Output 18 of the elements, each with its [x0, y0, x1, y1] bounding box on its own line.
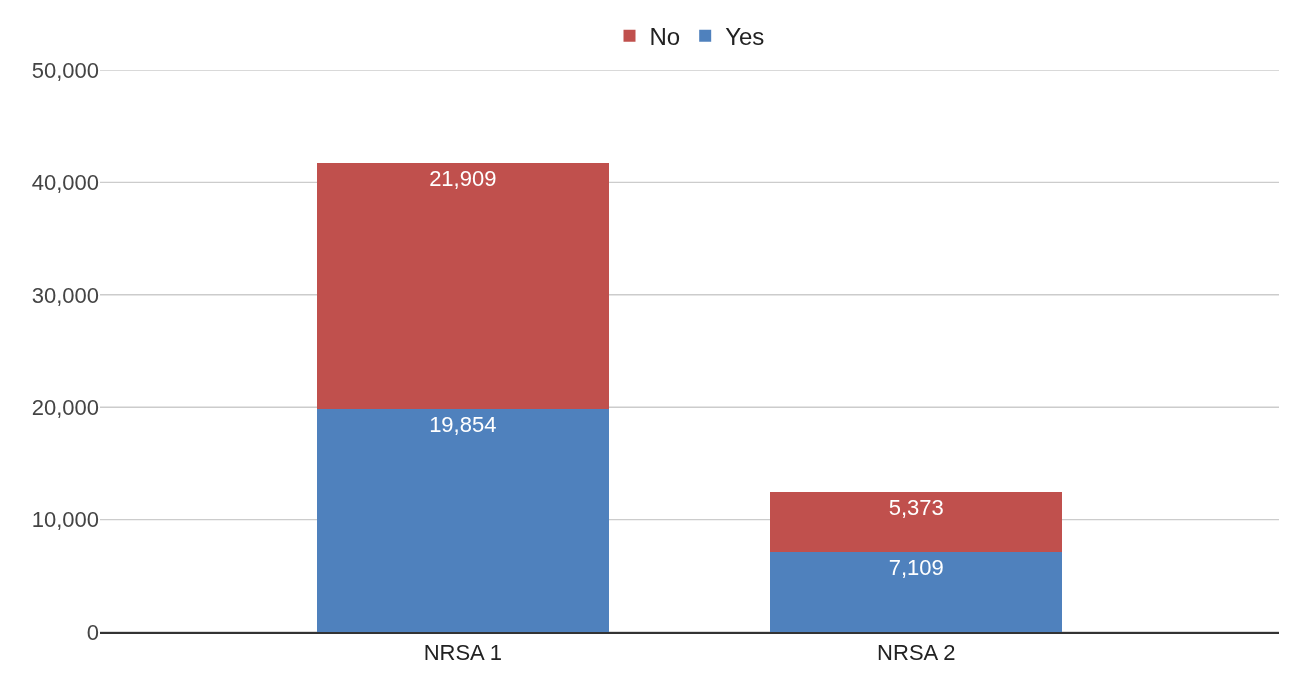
bar	[316, 162, 610, 409]
y-tick-label: 0	[86, 619, 99, 645]
y-tick-label: 30,000	[31, 282, 99, 308]
y-tick-label: 50,000	[31, 57, 99, 83]
y-tick-label: 40,000	[31, 170, 99, 196]
bar	[769, 552, 1063, 632]
bar	[316, 408, 610, 632]
y-tick-label: 10,000	[31, 507, 99, 533]
data-label: 7,109	[888, 555, 944, 581]
bar	[769, 491, 1063, 553]
legend-label: Yes	[725, 23, 765, 51]
legend-label: No	[649, 23, 681, 51]
data-label: 5,373	[888, 494, 944, 520]
x-tick-label: NRSA 2	[877, 640, 956, 666]
y-tick-label: 20,000	[31, 394, 99, 420]
data-label: 19,854	[429, 411, 497, 437]
data-label: 21,909	[429, 165, 497, 191]
x-tick-label: NRSA 1	[423, 640, 502, 666]
